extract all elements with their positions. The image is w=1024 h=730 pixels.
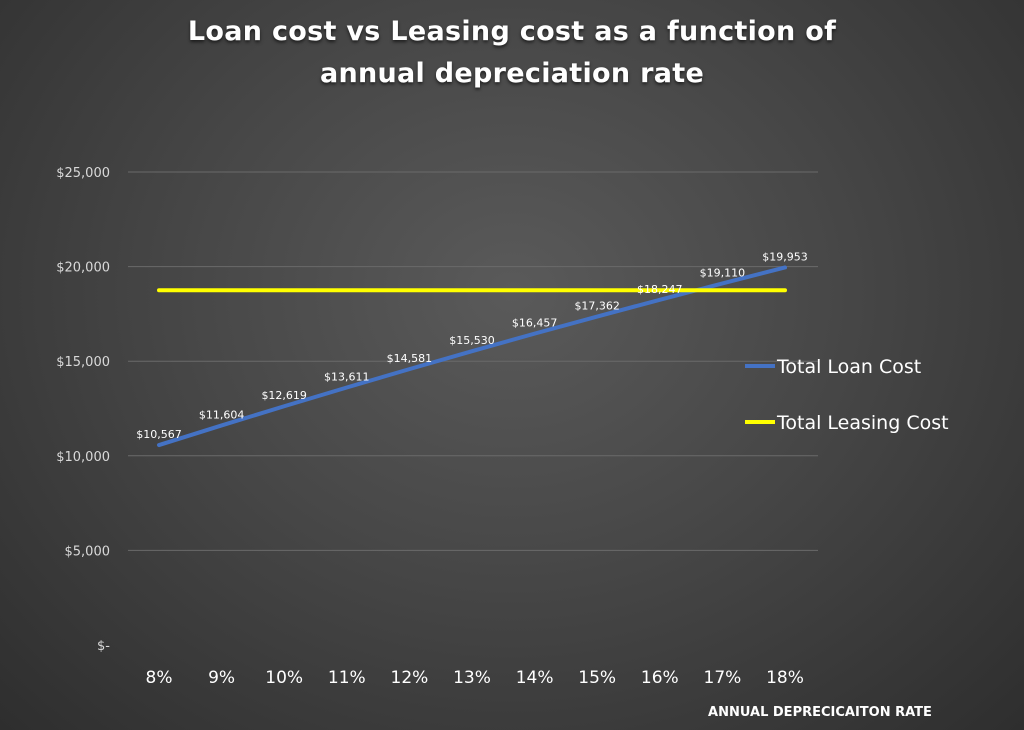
legend-label: Total Loan Cost	[776, 356, 921, 378]
x-tick-label: 11%	[328, 668, 366, 688]
data-label: $10,567	[136, 428, 182, 441]
series-lines	[157, 265, 787, 448]
y-tick-label: $25,000	[56, 166, 110, 181]
x-tick-label: 15%	[578, 668, 616, 688]
data-point	[533, 332, 537, 336]
x-tick-label: 17%	[704, 668, 742, 688]
data-point	[220, 423, 224, 427]
x-tick-label: 18%	[766, 668, 804, 688]
data-point	[720, 281, 724, 285]
data-point	[470, 349, 474, 353]
data-point	[157, 443, 161, 447]
y-axis-tick-labels: $- $5,000 $10,000 $15,000 $20,000 $25,000	[56, 166, 110, 654]
data-label: $17,362	[574, 300, 620, 313]
chart-title-line-1: Loan cost vs Leasing cost as a function …	[187, 16, 837, 47]
y-tick-label: $-	[97, 639, 110, 654]
x-axis-title: ANNUAL DEPRECICAITON RATE	[708, 705, 932, 720]
data-label: $18,247	[637, 283, 683, 296]
data-label: $19,953	[762, 250, 808, 263]
data-label: $16,457	[512, 317, 558, 330]
data-label: $19,110	[700, 266, 746, 279]
x-tick-label: 12%	[391, 668, 429, 688]
legend: Total Loan Cost Total Leasing Cost	[745, 356, 949, 434]
gridlines	[128, 171, 818, 551]
data-label: $14,581	[387, 352, 433, 365]
data-label: $11,604	[199, 408, 245, 421]
x-tick-label: 16%	[641, 668, 679, 688]
data-label: $13,611	[324, 370, 370, 383]
chart-title-line-2: annual depreciation rate	[319, 58, 705, 89]
y-tick-label: $20,000	[56, 261, 110, 276]
data-labels: $10,567 $11,604 $12,619 $13,611 $14,581 $15,5…	[136, 250, 808, 441]
data-label: $15,530	[449, 334, 495, 347]
x-axis-tick-labels: 8% 9% 10% 11% 12% 13% 14% 15% 16% 17% 18%	[146, 668, 804, 688]
series-line-0	[157, 265, 787, 448]
x-tick-label: 9%	[208, 668, 235, 688]
x-tick-label: 13%	[453, 668, 491, 688]
data-point	[345, 385, 349, 389]
data-point	[658, 298, 662, 302]
x-tick-label: 14%	[516, 668, 554, 688]
data-point	[783, 265, 787, 269]
data-point	[595, 315, 599, 319]
data-point	[282, 404, 286, 408]
y-tick-label: $5,000	[65, 544, 111, 559]
x-tick-label: 10%	[265, 668, 303, 688]
y-tick-label: $10,000	[56, 450, 110, 465]
data-label: $12,619	[261, 389, 307, 402]
data-point	[407, 367, 411, 371]
x-tick-label: 8%	[146, 668, 173, 688]
y-tick-label: $15,000	[56, 355, 110, 370]
legend-label: Total Leasing Cost	[776, 412, 949, 434]
